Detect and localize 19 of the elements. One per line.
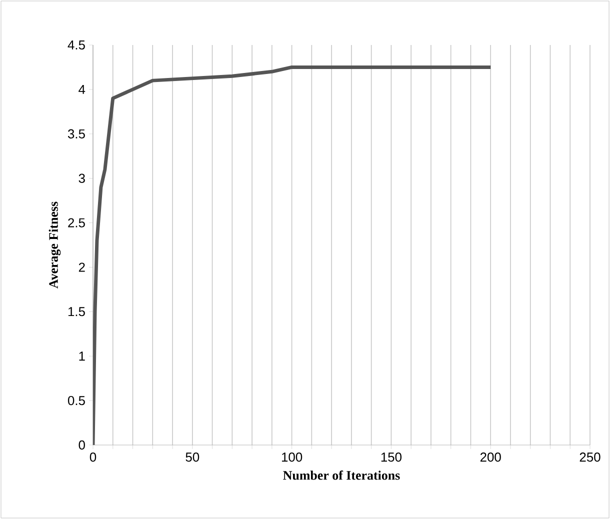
x-tick-label: 250 [580,452,600,462]
y-tick-label: 2 [78,262,85,272]
y-tick-label: 1 [79,352,85,361]
y-tick-label: 1.5 [68,307,85,316]
x-axis-title: Number of Iterations [283,470,400,480]
x-tick-label: 200 [480,452,501,462]
y-tick-label: 3 [78,174,85,183]
y-tick-label: 4 [78,84,86,94]
y-tick-label: 2.5 [68,218,85,228]
y-tick-label: 3.5 [68,129,85,138]
x-tick-label: 100 [282,452,302,462]
y-tick-label: 4.5 [68,40,85,50]
line-series [93,65,492,445]
x-tick-label: 50 [186,452,200,462]
x-tick-label: 150 [381,452,402,462]
y-tick-label: 0.5 [68,396,85,406]
y-tick-label: 0 [78,440,85,450]
y-axis-title: Average Fitness [48,202,61,288]
x-tick-label: 0 [90,452,96,462]
